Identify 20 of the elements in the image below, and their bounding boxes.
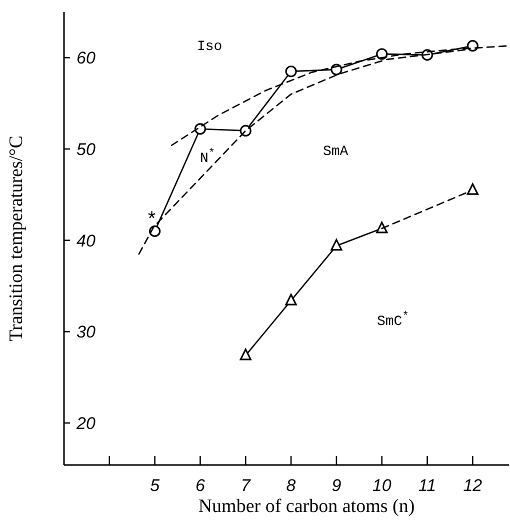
annotation: N$^{*}$ [200, 147, 216, 167]
x-axis-title: Number of carbon atoms (n) [198, 496, 415, 517]
x-tick-label: 5 [150, 476, 160, 495]
x-tick-label: 12 [463, 476, 483, 495]
y-tick-label: 50 [76, 140, 96, 159]
annotation: * [148, 208, 156, 230]
y-tick-label: 30 [76, 322, 96, 342]
x-tick-label: 11 [418, 476, 436, 495]
annotation: SmA [323, 144, 349, 160]
y-tick-label: 40 [76, 231, 96, 250]
x-tick-label: 7 [240, 476, 251, 495]
x-tick-label: 8 [286, 476, 296, 495]
y-axis-title: Transition temperatures/°C [6, 136, 27, 342]
y-tick-label: 20 [76, 414, 96, 433]
annotation: SmC$^{*}$ [377, 310, 409, 330]
x-tick-label: 6 [195, 476, 206, 495]
annotation: Iso [197, 39, 222, 55]
y-tick-label: 60 [76, 48, 96, 68]
x-tick-label: 10 [372, 476, 392, 495]
x-tick-label: 9 [332, 476, 342, 495]
